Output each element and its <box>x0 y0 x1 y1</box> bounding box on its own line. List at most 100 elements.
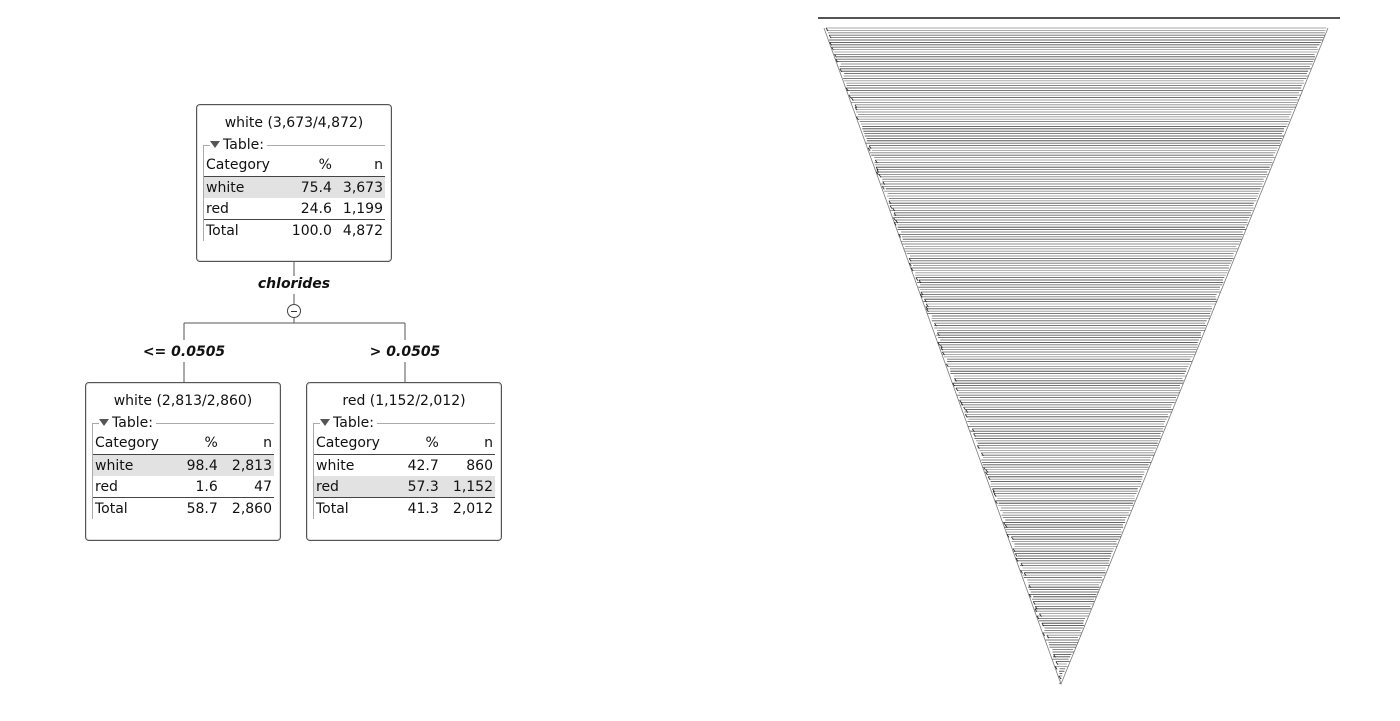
overview-branches <box>823 27 1329 686</box>
cell-category: red <box>314 476 398 498</box>
col-header-category: Category <box>204 154 283 177</box>
overview-branch-tick <box>1055 661 1059 665</box>
total-row: Total 41.3 2,012 <box>314 497 495 519</box>
col-header-percent: % <box>176 432 220 455</box>
triangle-down-icon[interactable] <box>99 419 109 426</box>
cell-percent: 75.4 <box>282 176 334 198</box>
overview-branch-tick <box>856 116 859 121</box>
table-row: white 75.4 3,673 <box>204 176 385 198</box>
cell-n: 1,199 <box>342 200 383 217</box>
right-table-toggle[interactable]: Table: <box>320 414 377 432</box>
cell-n: 3,673 <box>333 176 385 198</box>
cell-n: 1,152 <box>440 476 495 498</box>
root-node[interactable]: white (3,673/4,872) Table: Category % n … <box>196 104 392 262</box>
left-table-toggle[interactable]: Table: <box>99 414 156 432</box>
cell-total-label: Total <box>93 497 177 519</box>
left-table-group: Table: Category % n white 98.4 2,813 red… <box>92 414 274 519</box>
overview-branch-tick <box>915 277 919 281</box>
cell-category: red <box>206 200 229 217</box>
full-tree-overview <box>818 17 1340 686</box>
triangle-down-icon[interactable] <box>320 419 330 426</box>
root-node-title: white (3,673/4,872) <box>224 115 364 131</box>
cell-category: white <box>204 176 283 198</box>
overview-branch-tick <box>985 471 988 476</box>
col-header-n: n <box>440 432 495 455</box>
cell-n: 2,012 <box>440 497 495 519</box>
overview-branch-tick <box>995 500 998 505</box>
cell-n: 860 <box>466 457 493 474</box>
cell-n: 47 <box>254 478 272 495</box>
cell-percent: 98.4 <box>176 454 220 476</box>
cell-category: white <box>316 457 355 474</box>
table-row: red 57.3 1,152 <box>314 476 495 498</box>
col-header-n: n <box>333 154 385 177</box>
overview-branch-tick <box>946 363 949 368</box>
overview-branch-tick <box>854 106 858 111</box>
overview-branch-tick <box>1042 632 1046 637</box>
cell-n: 2,813 <box>219 454 274 476</box>
split-attribute-label: chlorides <box>257 276 331 292</box>
overview-branch-tick <box>963 406 966 411</box>
cell-n: 2,860 <box>219 497 274 519</box>
right-child-node[interactable]: red (1,152/2,012) Table: Category % n wh… <box>306 382 502 541</box>
overview-branch-tick <box>848 94 852 99</box>
overview-branch-tick <box>925 303 929 308</box>
overview-branch-tick <box>1023 572 1027 577</box>
cell-percent: 57.3 <box>397 476 441 498</box>
overview-branch-tick <box>829 42 833 46</box>
col-header-percent: % <box>282 154 334 177</box>
cell-percent: 1.6 <box>195 478 218 495</box>
right-distribution-table: Category % n white 42.7 860 red 57.3 1,1… <box>314 432 495 519</box>
table-label: Table: <box>333 415 374 431</box>
left-node-title: white (2,813/2,860) <box>113 393 253 409</box>
cell-percent: 24.6 <box>300 200 332 217</box>
cell-percent: 100.0 <box>282 219 334 241</box>
triangle-down-icon[interactable] <box>210 141 220 148</box>
tree-edges <box>183 262 406 382</box>
col-header-category: Category <box>93 432 177 455</box>
table-row: red 1.6 47 <box>93 476 274 498</box>
root-table-group: Table: Category % n white 75.4 3,673 red… <box>203 136 385 241</box>
overview-branch-tick <box>1028 594 1032 598</box>
overview-branch-tick <box>1014 553 1018 557</box>
overview-branch-tick <box>831 46 834 51</box>
total-row: Total 58.7 2,860 <box>93 497 274 519</box>
left-condition-label: <= 0.0505 <box>142 344 226 360</box>
overview-branch-tick <box>1054 666 1058 670</box>
overview-branch-tick <box>993 493 997 497</box>
overview-branch-tick <box>878 174 882 178</box>
right-table-group: Table: Category % n white 42.7 860 red 5… <box>313 414 495 519</box>
table-row: white 98.4 2,813 <box>93 454 274 476</box>
cell-total-label: Total <box>204 219 283 241</box>
cell-category: red <box>95 478 118 495</box>
minus-circle-icon[interactable] <box>287 304 301 318</box>
table-row: red 24.6 1,199 <box>204 198 385 220</box>
cell-n: 4,872 <box>333 219 385 241</box>
total-row: Total 100.0 4,872 <box>204 219 385 241</box>
overview-branch-tick <box>834 54 837 58</box>
overview-branch-tick <box>825 27 829 32</box>
cell-percent: 41.3 <box>397 497 441 519</box>
col-header-n: n <box>219 432 274 455</box>
table-label: Table: <box>112 415 153 431</box>
overview-branch-tick <box>881 186 885 190</box>
col-header-percent: % <box>397 432 441 455</box>
right-condition-label: > 0.0505 <box>369 344 441 360</box>
left-child-node[interactable]: white (2,813/2,860) Table: Category % n … <box>85 382 281 541</box>
root-distribution-table: Category % n white 75.4 3,673 red 24.6 1… <box>204 154 385 241</box>
overview-branch-tick <box>893 217 896 221</box>
root-table-toggle[interactable]: Table: <box>210 136 267 154</box>
overview-branch-tick <box>909 262 912 267</box>
right-node-title: red (1,152/2,012) <box>342 393 466 409</box>
cell-percent: 42.7 <box>407 457 439 474</box>
overview-branch-tick <box>867 147 871 152</box>
overview-branch-tick <box>1058 675 1062 680</box>
cell-percent: 58.7 <box>176 497 220 519</box>
left-distribution-table: Category % n white 98.4 2,813 red 1.6 47… <box>93 432 274 519</box>
col-header-category: Category <box>314 432 398 455</box>
overview-branch-tick <box>889 205 893 209</box>
overview-outline <box>823 27 1329 686</box>
overview-branch-tick <box>910 267 914 272</box>
overview-branch-tick <box>955 387 959 392</box>
overview-branch-tick <box>1020 570 1023 574</box>
